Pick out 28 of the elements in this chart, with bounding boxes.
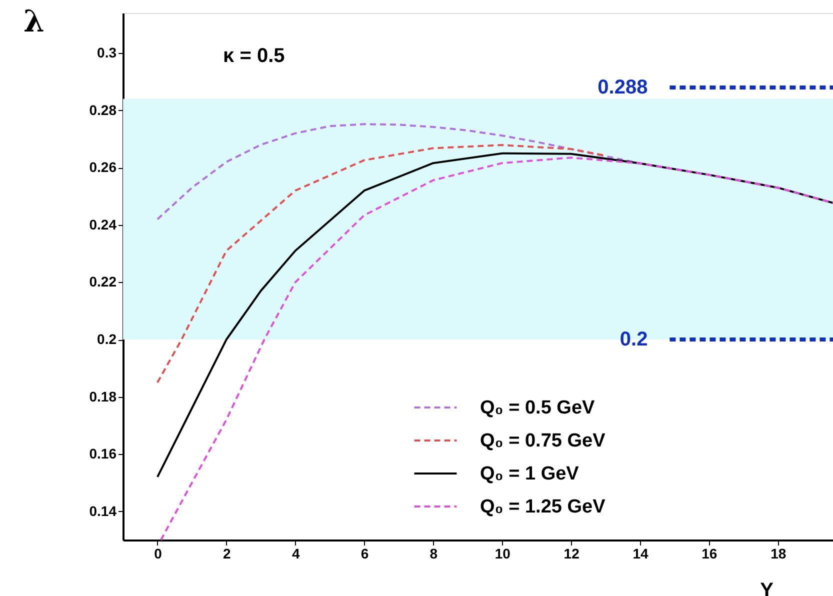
y-tick-label: 0.24 <box>89 216 117 232</box>
annotation: κ = 0.5 <box>223 45 285 67</box>
x-tick-label: 12 <box>564 546 580 562</box>
y-tick-label: 0.28 <box>89 102 117 118</box>
y-tick-label: 0.16 <box>89 446 117 462</box>
y-tick-label: 0.2 <box>97 331 117 348</box>
y-axis-title: λ <box>24 4 45 40</box>
y-tick-label: 0.22 <box>89 274 117 290</box>
y-tick-label: 0.26 <box>89 159 117 176</box>
legend-label: Q₀ = 0.75 GeV <box>480 430 606 452</box>
x-tick-label: 10 <box>494 546 511 562</box>
x-tick-label: 8 <box>430 546 438 562</box>
x-tick-label: 14 <box>632 546 648 562</box>
ref-line-label: 0.2 <box>620 328 648 351</box>
x-tick-label: 6 <box>360 546 369 562</box>
x-tick-label: 4 <box>292 546 300 562</box>
x-tick-label: 16 <box>702 546 718 562</box>
line-series <box>160 156 833 541</box>
legend-label: Q₀ = 1.25 GeV <box>480 496 606 518</box>
y-tick-label: 0.3 <box>97 44 117 61</box>
x-tick-label: 2 <box>223 546 231 562</box>
legend-label: Q₀ = 0.5 GeV <box>480 398 596 418</box>
y-tick-label: 0.18 <box>89 388 117 404</box>
ref-line-label: 0.288 <box>598 76 648 98</box>
y-tick-label: 0.14 <box>89 502 117 519</box>
legend-label: Q₀ = 1 GeV <box>480 464 580 484</box>
x-tick-label: 18 <box>770 546 786 562</box>
x-tick-label: 0 <box>154 546 162 562</box>
